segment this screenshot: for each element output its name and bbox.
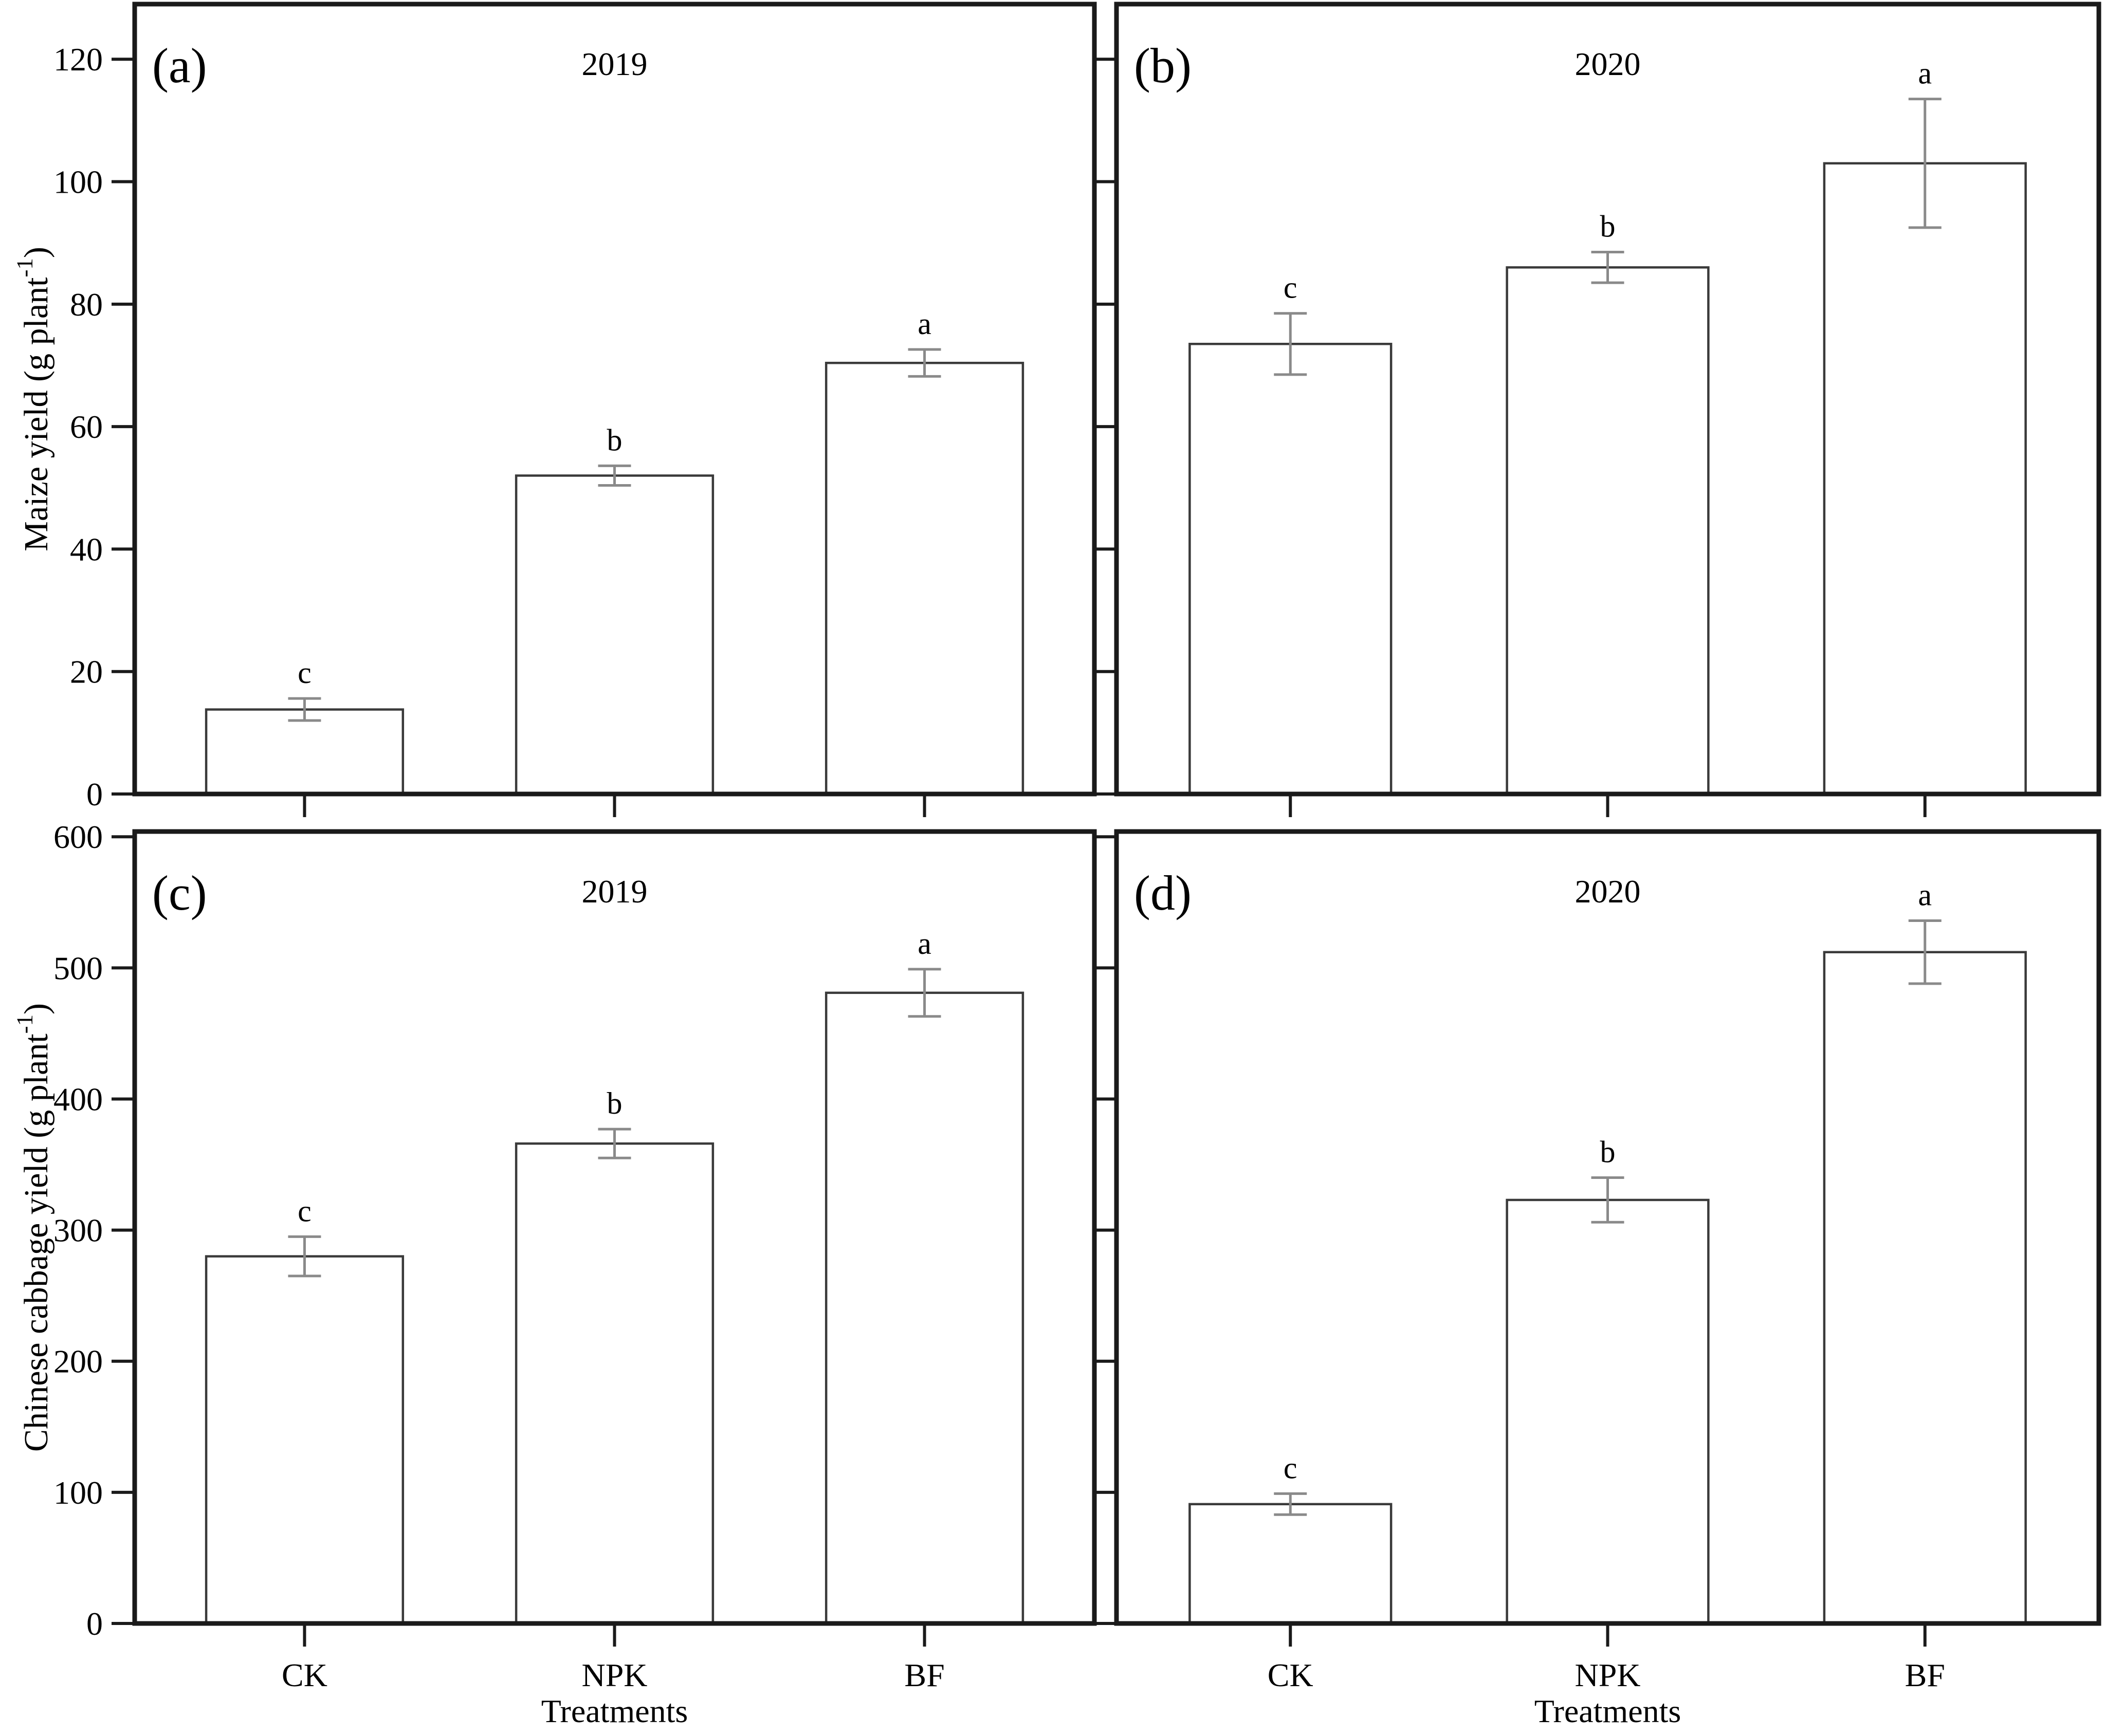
error-bar-NPK [598, 1128, 631, 1159]
bar-CK [205, 708, 405, 796]
panel-tag: (d) [1134, 865, 1192, 920]
sig-letter-BF: a [918, 927, 931, 961]
y-tick-label: 40 [70, 531, 103, 567]
panel-title: 2019 [582, 873, 648, 910]
sig-letter-CK: c [298, 1194, 312, 1228]
y-tick-label: 500 [53, 950, 103, 986]
panel-c: c b a 0 100 200 300 400 500 600 CK NPK BF (c) 2019 Chin… [11, 819, 1097, 1729]
error-bar-BF [908, 968, 941, 1018]
y-axis-label: Maize yield (g plant-1​) [11, 247, 55, 551]
x-tick-label-NPK: NPK [581, 1657, 647, 1693]
sig-letter-NPK: b [1600, 210, 1616, 244]
panel-tag: (c) [152, 865, 207, 920]
error-bar-CK [1274, 312, 1307, 376]
bar-BF [825, 991, 1024, 1625]
sig-letter-BF: a [1918, 878, 1932, 912]
panel-title: 2020 [1575, 873, 1641, 910]
error-bar-CK [288, 697, 321, 722]
x-tick-label-CK: CK [282, 1657, 327, 1693]
x-tick-label-CK: CK [1268, 1657, 1313, 1693]
y-tick-label: 20 [70, 654, 103, 690]
bar-BF [1823, 951, 2027, 1625]
sig-letter-NPK: b [607, 1086, 623, 1120]
y-tick-label: 0 [86, 1605, 103, 1642]
y-axis-label: Chinese cabbage yield (g plant-1​) [11, 1003, 55, 1452]
y-tick-label: 0 [86, 776, 103, 812]
error-bar-BF [1908, 919, 1942, 985]
x-tick-label-BF: BF [1905, 1657, 1945, 1693]
sig-letter-BF: a [1918, 57, 1932, 90]
bar-CK [1188, 343, 1393, 796]
y-tick-label: 200 [53, 1343, 103, 1380]
y-tick-label: 100 [53, 1474, 103, 1511]
bar-CK [1188, 1503, 1393, 1625]
sig-letter-CK: c [1284, 271, 1297, 305]
panel-tag: (b) [1134, 38, 1192, 93]
error-bar-CK [288, 1235, 321, 1278]
panel-tag: (a) [152, 38, 207, 93]
bar-NPK [515, 474, 715, 796]
y-tick-label: 80 [70, 286, 103, 323]
x-tick-label-BF: BF [904, 1657, 944, 1693]
panel-a: c b a 0 20 40 60 80 100 120 (a) 2019 Maize yield (g … [11, 2, 1097, 817]
error-bar-CK [1274, 1492, 1307, 1516]
bar-NPK [1506, 266, 1710, 796]
y-tick-label: 300 [53, 1212, 103, 1249]
y-tick-label: 600 [53, 819, 103, 855]
error-bar-BF [908, 348, 941, 378]
x-axis-label: Treatments [1534, 1693, 1681, 1729]
bar-NPK [515, 1142, 715, 1625]
y-tick-label: 400 [53, 1081, 103, 1117]
error-bar-NPK [598, 464, 631, 487]
panel-b: c b a (b) 2020 [1093, 2, 2101, 817]
sig-letter-CK: c [1284, 1451, 1297, 1485]
bar-BF [1823, 162, 2027, 796]
y-tick-label: 60 [70, 409, 103, 445]
y-tick-label: 120 [53, 41, 103, 78]
bar-BF [825, 361, 1024, 796]
sig-letter-NPK: b [1600, 1135, 1616, 1169]
bar-NPK [1506, 1198, 1710, 1625]
error-bar-BF [1908, 98, 1942, 229]
sig-letter-CK: c [298, 656, 312, 690]
y-tick-label: 100 [53, 164, 103, 200]
error-bar-NPK [1591, 1176, 1624, 1224]
panel-d: c b a CK NPK BF (d) 2020 Treatments [1093, 829, 2101, 1729]
x-axis-label: Treatments [541, 1693, 688, 1729]
panel-title: 2019 [582, 46, 648, 82]
error-bar-NPK [1591, 251, 1624, 284]
panel-title: 2020 [1575, 46, 1641, 82]
sig-letter-NPK: b [607, 423, 623, 457]
x-tick-label-NPK: NPK [1575, 1657, 1640, 1693]
bar-CK [205, 1255, 405, 1625]
sig-letter-BF: a [918, 307, 931, 341]
